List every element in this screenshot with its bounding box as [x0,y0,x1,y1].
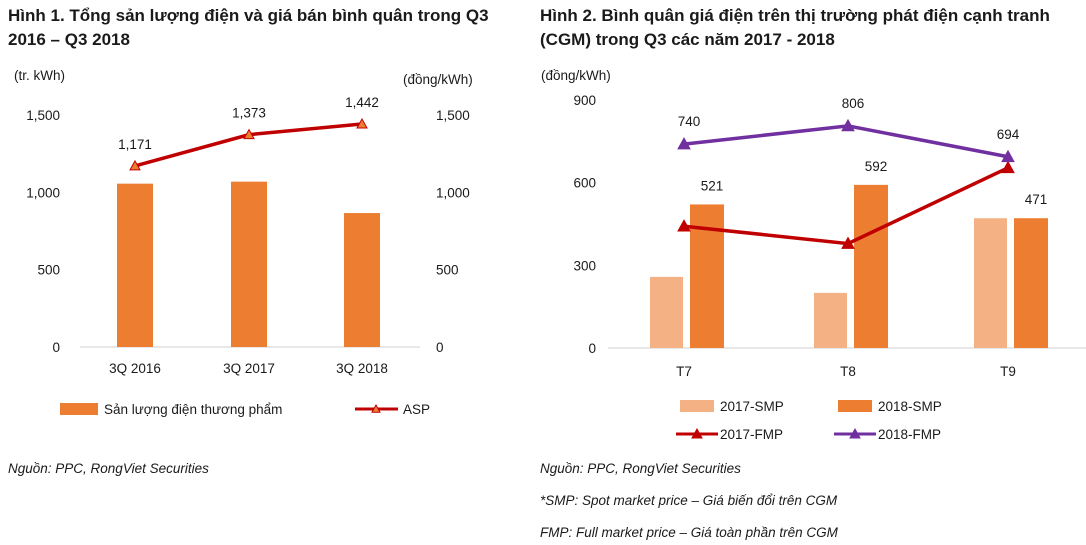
chart2-bar-2017-smp [650,276,683,348]
chart2-bar-2018-smp [854,184,888,348]
chart2-bar-2018-smp [1014,218,1048,348]
chart2-y-tick: 900 [573,93,596,108]
chart1-legend-bar-label: Sản lượng điện thương phẩm [104,402,282,417]
chart2-title: Hình 2. Bình quân giá điện trên thị trườ… [540,6,1050,49]
chart1-asp-label: 1,373 [232,106,266,121]
chart2-label-2018-fmp: 740 [678,114,701,129]
chart2-marker-2017-fmp [841,236,855,249]
chart1-x-tick: 3Q 2018 [336,361,388,376]
chart1-asp-marker [243,128,255,140]
chart1-bar [117,183,153,347]
chart2-y-tick: 300 [573,258,596,273]
chart1-left-tick: 1,500 [26,108,60,123]
chart1-asp-label: 1,442 [345,95,379,110]
chart2-axis-label: (đồng/kWh) [541,68,611,83]
chart2-marker-2018-fmp [1001,149,1015,163]
chart1-x-tick: 3Q 2016 [109,361,161,376]
chart2-label-2018-smp: 592 [865,159,888,174]
chart2-label-2018-smp: 521 [701,178,724,193]
chart1-source: Nguồn: PPC, RongViet Securities [8,461,209,476]
chart1-legend-bar-swatch [60,403,98,415]
chart2-label-2018-fmp: 806 [842,96,865,111]
chart1-left-tick: 0 [52,340,60,355]
chart2-x-tick: T8 [840,364,856,379]
chart2-y-tick: 0 [588,341,596,356]
chart1-legend-line-label: ASP [403,402,430,417]
chart1-asp-label: 1,171 [118,137,152,152]
chart2-legend-label-2017-fmp: 2017-FMP [720,427,783,442]
chart2-marker-2018-fmp [677,137,691,150]
chart2-y-tick: 600 [573,176,596,191]
chart1-left-tick: 1,000 [26,185,60,200]
chart1-left-axis-label: (tr. kWh) [14,68,65,83]
chart2-marker-2017-fmp [677,219,691,232]
chart2-legend-label-2018-smp: 2018-SMP [878,399,942,414]
chart1-title: Hình 1. Tổng sản lượng điện và giá bán b… [8,6,489,49]
chart2-source: Nguồn: PPC, RongViet Securities [540,461,741,476]
chart1-right-tick: 0 [436,340,444,355]
chart2-note-fmp: FMP: Full market price – Giá toàn phần t… [540,525,838,540]
chart2-legend-swatch-2018-smp [838,400,872,412]
chart2-marker-2017-fmp [1001,160,1015,174]
chart1-left-tick: 500 [37,263,60,278]
chart2-label-2018-fmp: 694 [997,127,1020,142]
chart2-x-tick: T7 [676,364,692,379]
chart1-bar [344,213,380,347]
chart2-bar-2017-smp [974,218,1007,348]
chart2-legend-swatch-2017-smp [680,400,714,412]
chart1-right-tick: 1,000 [436,185,470,200]
chart2-bar-2017-smp [814,292,847,348]
chart2-x-tick: T9 [1000,364,1016,379]
chart2-legend-label-2017-smp: 2017-SMP [720,399,784,414]
chart2-legend-label-2018-fmp: 2018-FMP [878,427,941,442]
chart1-asp-marker [356,117,368,129]
chart1-legend-marker [371,403,381,413]
chart2-legend-marker-2017-fmp [691,427,703,439]
chart1-bar [231,181,267,347]
chart1-x-tick: 3Q 2017 [223,361,275,376]
chart1-asp-marker [129,159,141,171]
chart2-note-smp: *SMP: Spot market price – Giá biến đổi t… [540,493,838,508]
chart2-marker-2018-fmp [841,118,855,132]
chart2-legend-marker-2018-fmp [849,427,861,439]
chart1-right-tick: 500 [436,263,459,278]
chart2-label-2018-smp: 471 [1025,192,1048,207]
chart2-line-2017-fmp [683,166,1009,246]
chart1-right-tick: 1,500 [436,108,470,123]
chart1-right-axis-label: (đồng/kWh) [403,72,473,87]
